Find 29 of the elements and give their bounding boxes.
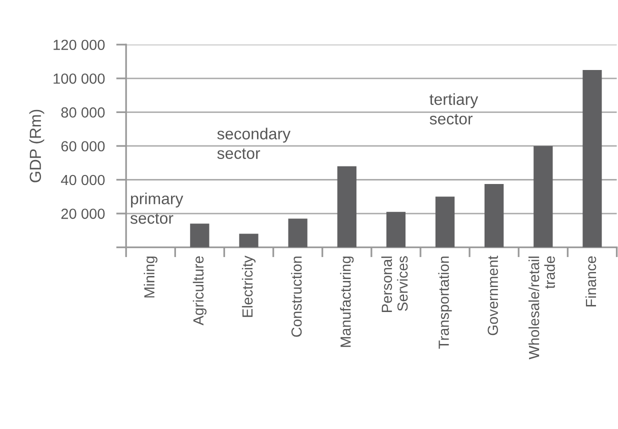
x-tick-label: Wholesale/retail trade <box>528 256 555 360</box>
x-tick-label: Mining <box>144 256 158 298</box>
annotation: tertiary sector <box>430 93 478 125</box>
y-axis-title: GDP (Rm) <box>29 110 44 182</box>
bar <box>484 184 504 248</box>
x-tick-label: Construction <box>291 256 302 337</box>
x-tick-label: Transportation <box>438 256 452 349</box>
bar <box>239 234 258 248</box>
bar <box>337 166 356 248</box>
x-tick-label: Electricity <box>242 256 256 317</box>
x-tick-label: Personal Services <box>381 256 408 312</box>
bar <box>534 146 553 248</box>
y-tick-label: 40 000 <box>60 174 105 186</box>
y-tick-label: 100 000 <box>54 74 105 84</box>
bar <box>435 196 455 248</box>
annotation: secondary sector <box>217 128 291 159</box>
bar <box>288 218 308 248</box>
y-tick-label: 80 000 <box>61 107 105 118</box>
x-tick-label: Agriculture <box>192 256 206 326</box>
bar <box>386 212 406 248</box>
x-tick-label: Government <box>488 256 498 336</box>
y-tick-label: 20 000 <box>61 208 105 219</box>
bar <box>582 70 602 248</box>
annotation: primary sector <box>130 192 184 224</box>
bar <box>190 224 210 248</box>
y-tick-label: 120 000 <box>54 40 105 50</box>
y-tick-label: 60 000 <box>61 141 105 152</box>
x-tick-label: Finance <box>585 256 596 306</box>
x-tick-label: Manufacturing <box>340 256 354 347</box>
